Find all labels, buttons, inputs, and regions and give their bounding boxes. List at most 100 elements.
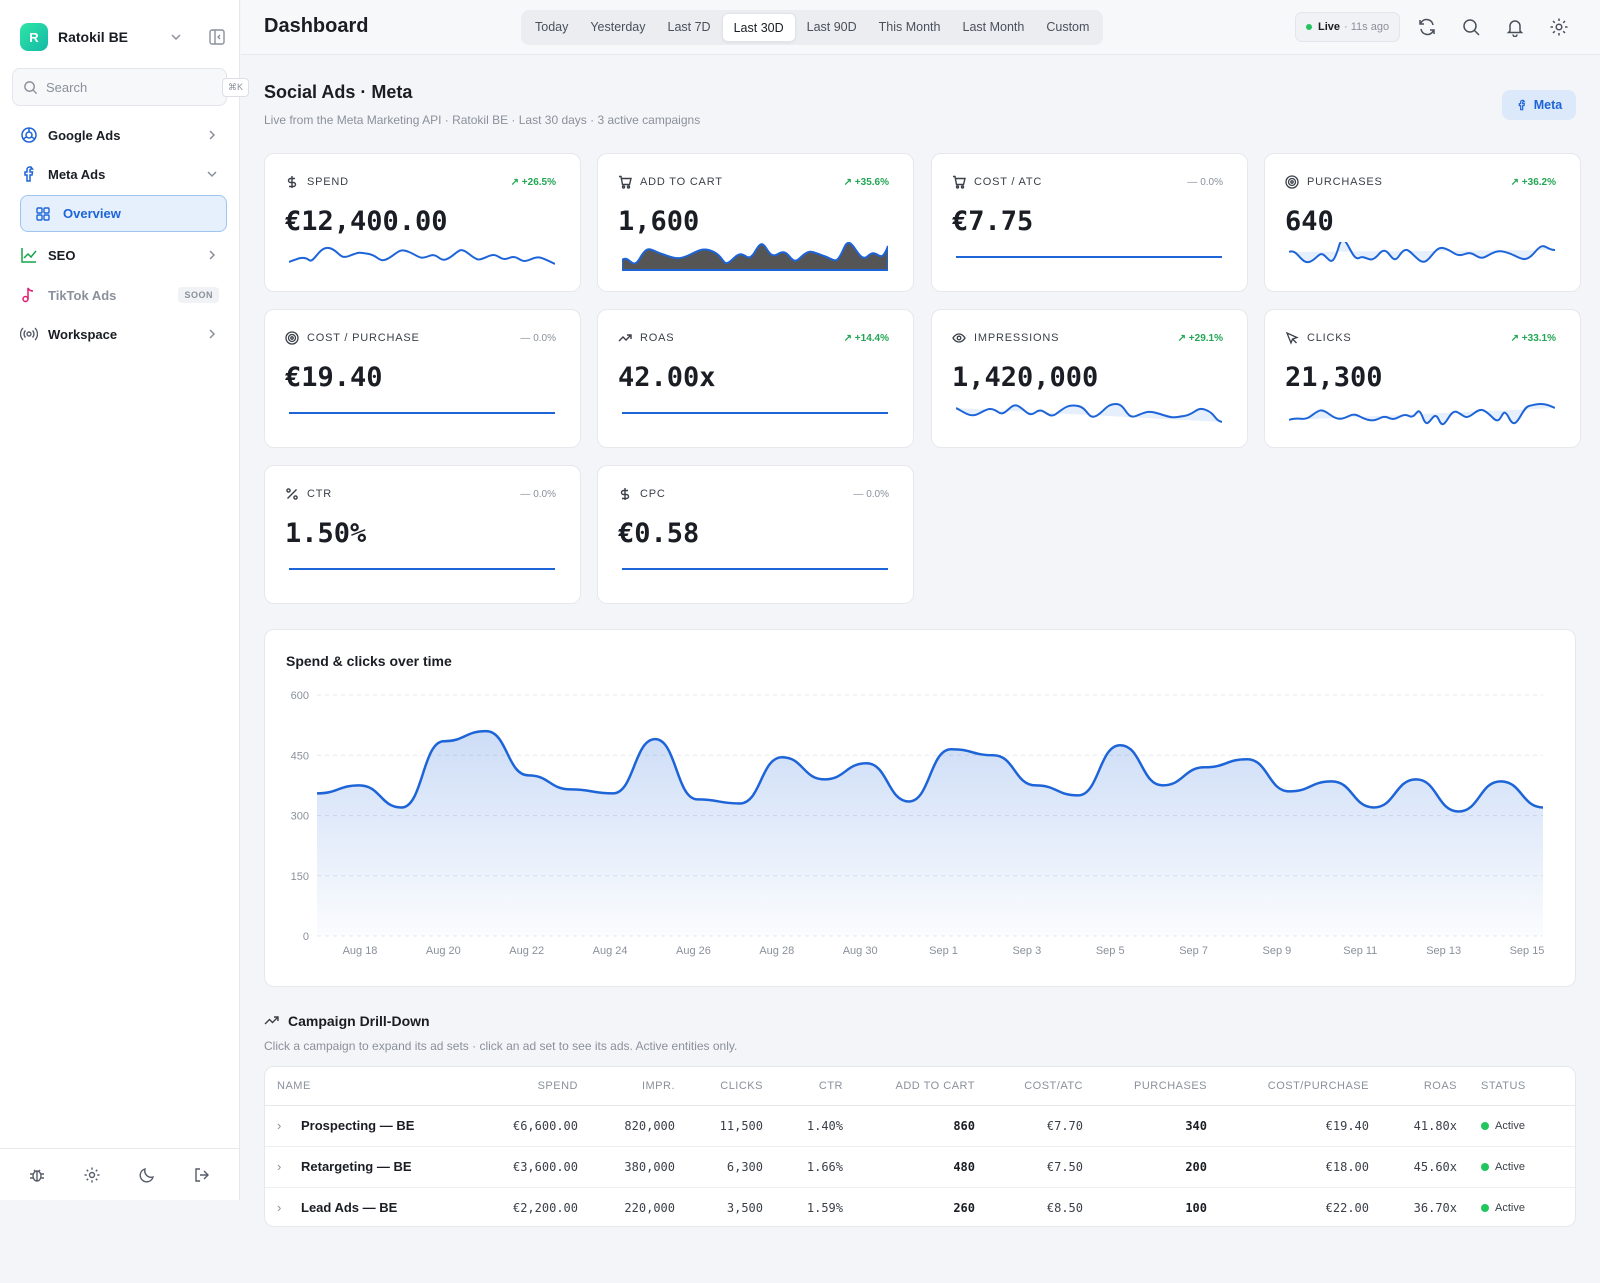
x-tick-label: Sep 5 xyxy=(1096,945,1125,957)
search-icon xyxy=(23,80,38,95)
sidebar-item-label: Overview xyxy=(63,206,121,221)
kpi-label: CLICKS xyxy=(1307,332,1352,344)
table-row[interactable]: › Prospecting — BE €6,600.00 820,000 11,5… xyxy=(265,1105,1575,1147)
kpi-delta: ↗ +35.6% xyxy=(843,176,889,188)
range-this-month[interactable]: This Month xyxy=(878,20,941,34)
col-cost-purchase[interactable]: COST/PURCHASE xyxy=(1219,1067,1381,1106)
settings-icon[interactable] xyxy=(1549,17,1569,37)
chevron-down-icon[interactable] xyxy=(168,29,184,45)
range-last-30d[interactable]: Last 30D xyxy=(721,13,796,42)
kpi-delta: ↗ +26.5% xyxy=(510,176,556,188)
live-dot xyxy=(1306,24,1312,30)
kpi-card-cost-purchase: COST / PURCHASE — 0.0% €19.40 xyxy=(264,309,581,448)
meta-badge-label: Meta xyxy=(1533,98,1563,112)
chevron-right-icon[interactable]: › xyxy=(277,1118,282,1133)
y-tick-label: 0 xyxy=(303,931,309,943)
col-cost-atc[interactable]: COST/ATC xyxy=(987,1067,1095,1106)
topbar: Dashboard Today Yesterday Last 7D Last 3… xyxy=(241,0,1600,55)
settings-icon[interactable] xyxy=(83,1166,101,1184)
page-title: Dashboard xyxy=(264,15,369,37)
kpi-card-ctr: CTR — 0.0% 1.50% xyxy=(264,465,581,604)
refresh-icon[interactable] xyxy=(1417,17,1437,37)
range-today[interactable]: Today xyxy=(535,20,569,34)
grid-icon xyxy=(35,206,51,222)
range-last-month[interactable]: Last Month xyxy=(962,20,1025,34)
cell-clicks: 6,300 xyxy=(687,1146,775,1188)
sidebar-item-google-ads[interactable]: Google Ads xyxy=(12,118,227,152)
bell-icon[interactable] xyxy=(1505,17,1525,38)
range-last-7d[interactable]: Last 7D xyxy=(667,20,711,34)
kpi-value: €12,400.00 xyxy=(285,206,448,237)
kpi-label: PURCHASES xyxy=(1307,176,1383,188)
table-row[interactable]: › Lead Ads — BE €2,200.00 220,000 3,500 1… xyxy=(265,1187,1575,1226)
meta-badge[interactable]: Meta xyxy=(1502,90,1576,120)
cell-spend: €6,600.00 xyxy=(455,1105,590,1147)
cell-atc: 480 xyxy=(855,1146,987,1188)
sparkline xyxy=(1289,242,1555,264)
col-purchases[interactable]: PURCHASES xyxy=(1095,1067,1219,1106)
kpi-value: 1.50% xyxy=(285,518,367,549)
search-box[interactable]: ⌘K xyxy=(12,68,250,106)
col-spend[interactable]: SPEND xyxy=(455,1067,590,1106)
google-ads-icon xyxy=(20,126,38,144)
sparkline xyxy=(956,402,1222,423)
col-atc[interactable]: ADD TO CART xyxy=(855,1067,987,1106)
kpi-card-clicks: CLICKS ↗ +33.1% 21,300 xyxy=(1264,309,1581,448)
sidebar-item-label: Workspace xyxy=(48,326,118,342)
chevron-right-icon[interactable]: › xyxy=(277,1200,282,1216)
range-custom[interactable]: Custom xyxy=(1046,20,1090,34)
cell-ctr: 1.59% xyxy=(806,1200,843,1215)
range-yesterday[interactable]: Yesterday xyxy=(590,20,646,34)
logout-icon[interactable] xyxy=(193,1166,211,1184)
chevron-right-icon xyxy=(205,128,219,142)
workspace-switcher[interactable]: R Ratokil BE xyxy=(20,22,226,52)
search-input[interactable] xyxy=(46,79,222,95)
col-status[interactable]: STATUS xyxy=(1469,1067,1575,1106)
range-last-90d[interactable]: Last 90D xyxy=(806,20,857,34)
col-roas[interactable]: ROAS xyxy=(1381,1067,1469,1106)
kpi-delta: ↗ +29.1% xyxy=(1177,332,1223,344)
cell-cost-atc: €7.50 xyxy=(987,1146,1095,1188)
chevron-right-icon[interactable]: › xyxy=(277,1159,282,1174)
cell-cost-purchase: €22.00 xyxy=(1325,1200,1369,1215)
sidebar: R Ratokil BE ⌘K Google Ads Meta Ads xyxy=(0,0,250,1200)
cell-purchases: 200 xyxy=(1095,1146,1219,1188)
y-tick-label: 450 xyxy=(291,750,309,762)
sidebar-item-meta-ads[interactable]: Meta Ads xyxy=(12,157,227,191)
search-icon[interactable] xyxy=(1461,17,1481,37)
facebook-icon xyxy=(20,165,38,183)
cell-cost-atc: €7.70 xyxy=(987,1105,1095,1147)
col-name[interactable]: NAME xyxy=(265,1067,455,1106)
x-tick-label: Sep 13 xyxy=(1426,945,1461,957)
kpi-value: €7.75 xyxy=(952,206,1034,237)
kpi-value: 640 xyxy=(1285,206,1334,237)
kpi-label: CTR xyxy=(307,488,333,500)
sidebar-item-label: Meta Ads xyxy=(48,166,106,182)
col-ctr[interactable]: CTR xyxy=(775,1067,855,1106)
table-header-row: NAME SPEND IMPR. CLICKS CTR ADD TO CART … xyxy=(265,1067,1575,1106)
kpi-card-roas: ROAS ↗ +14.4% 42.00x xyxy=(597,309,914,448)
sidebar-item-overview[interactable]: Overview xyxy=(20,195,227,232)
collapse-sidebar-icon[interactable] xyxy=(208,28,226,46)
x-tick-label: Sep 7 xyxy=(1179,945,1208,957)
kpi-label: COST / PURCHASE xyxy=(307,332,420,344)
sparkline xyxy=(289,568,555,570)
x-tick-label: Sep 3 xyxy=(1012,945,1041,957)
kpi-delta: — 0.0% xyxy=(853,488,889,500)
cell-cost-purchase: €18.00 xyxy=(1219,1146,1381,1188)
kpi-card-add-to-cart: ADD TO CART ↗ +35.6% 1,600 xyxy=(597,153,914,292)
facebook-icon xyxy=(1516,99,1528,111)
moon-icon[interactable] xyxy=(138,1166,156,1184)
campaign-name: Retargeting — BE xyxy=(301,1159,412,1174)
col-impr[interactable]: IMPR. xyxy=(590,1067,687,1106)
sidebar-item-workspace[interactable]: Workspace xyxy=(12,317,227,351)
cell-ctr: 1.66% xyxy=(775,1146,855,1188)
col-clicks[interactable]: CLICKS xyxy=(687,1067,775,1106)
percent-icon xyxy=(285,487,299,501)
bug-icon[interactable] xyxy=(28,1166,46,1184)
sidebar-footer xyxy=(0,1148,239,1200)
table-row[interactable]: › Retargeting — BE €3,600.00 380,000 6,30… xyxy=(265,1146,1575,1188)
cell-atc: 260 xyxy=(953,1200,975,1215)
sidebar-item-seo[interactable]: SEO xyxy=(12,238,227,272)
cell-impr: 220,000 xyxy=(624,1200,675,1215)
